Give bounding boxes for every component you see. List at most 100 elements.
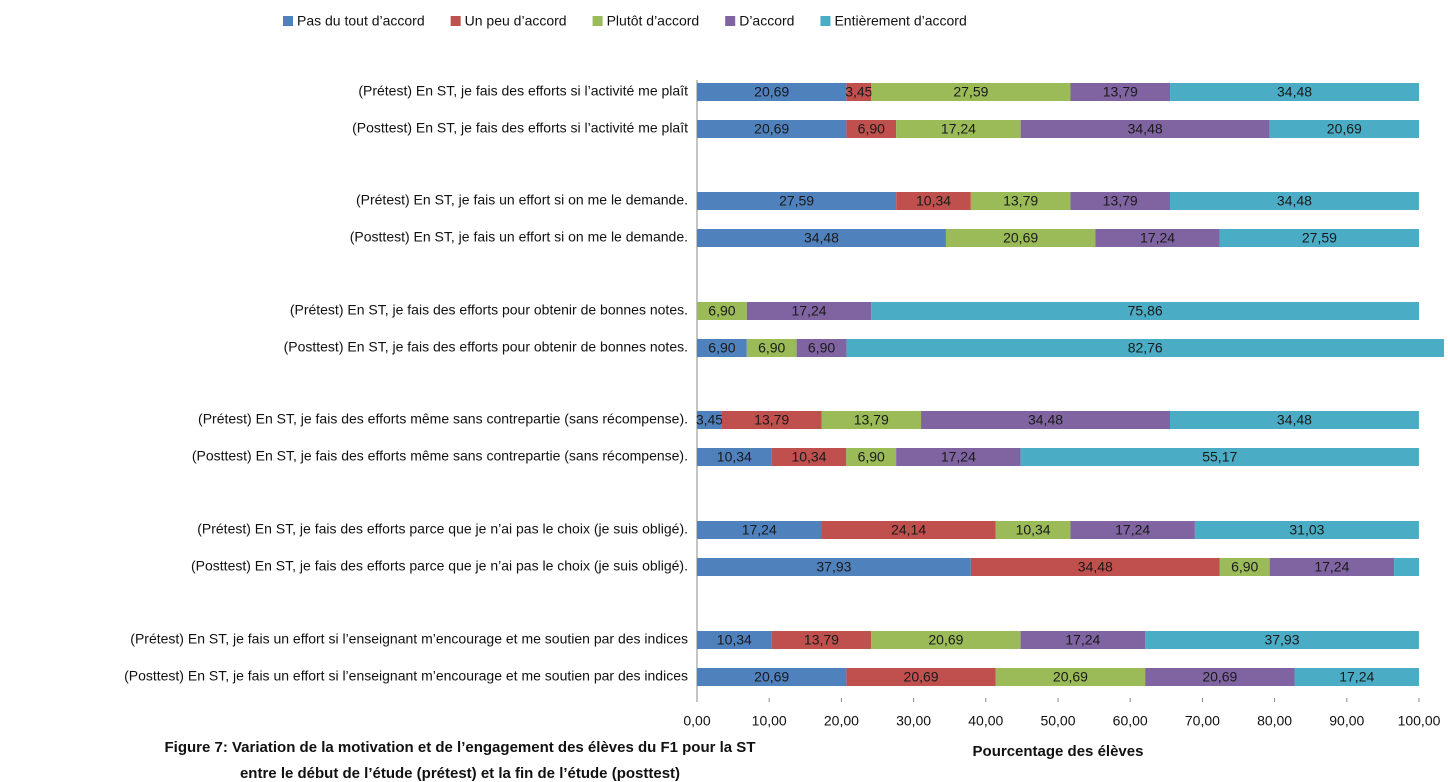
bar-segment xyxy=(1145,631,1419,649)
x-tick-label: 60,00 xyxy=(1113,713,1148,729)
bar-segment xyxy=(1070,83,1171,101)
legend-label: Plutôt d’accord xyxy=(607,13,700,29)
data-label: 3,45 xyxy=(845,84,872,100)
x-tick-label: 40,00 xyxy=(968,713,1003,729)
y-tick-label: (Posttest) En ST, je fais des efforts mê… xyxy=(192,448,688,464)
bar-segment xyxy=(697,668,847,686)
data-label: 13,79 xyxy=(1003,193,1038,209)
bar-segment xyxy=(896,448,1021,466)
bar-segment xyxy=(821,411,922,429)
y-tick-label: (Prétest) En ST, je fais un effort si on… xyxy=(356,192,688,208)
data-label: 13,79 xyxy=(854,412,889,428)
bar-segment xyxy=(1020,631,1146,649)
bar-segment xyxy=(697,302,747,320)
data-label: 17,24 xyxy=(1314,559,1349,575)
x-tick-label: 20,00 xyxy=(824,713,859,729)
data-label: 24,14 xyxy=(891,522,926,538)
x-axis-label: Pourcentage des élèves xyxy=(973,743,1144,760)
data-label: 17,24 xyxy=(1065,632,1100,648)
bar-segment xyxy=(1169,192,1419,210)
data-label: 34,48 xyxy=(804,230,839,246)
data-label: 34,48 xyxy=(1028,412,1063,428)
bar-segment xyxy=(697,229,946,247)
data-label: 6,90 xyxy=(1231,559,1258,575)
legend-swatch xyxy=(450,16,461,26)
x-tick-label: 0,00 xyxy=(683,713,710,729)
bar-segment xyxy=(697,448,772,466)
y-tick-label: (Prétest) En ST, je fais des efforts par… xyxy=(197,521,688,537)
data-label: 17,24 xyxy=(941,449,976,465)
data-label: 34,48 xyxy=(1277,193,1312,209)
data-label: 20,69 xyxy=(1202,669,1237,685)
data-label: 10,34 xyxy=(791,449,826,465)
y-tick-label: (Posttest) En ST, je fais des efforts si… xyxy=(352,120,688,136)
bar-segment xyxy=(697,120,847,138)
data-label: 6,90 xyxy=(858,449,885,465)
data-label: 20,69 xyxy=(754,84,789,100)
x-tick-label: 50,00 xyxy=(1040,713,1075,729)
x-tick-label: 10,00 xyxy=(752,713,787,729)
legend-swatch xyxy=(820,16,831,26)
bar-segment xyxy=(1070,521,1195,539)
bar-segment xyxy=(846,120,897,138)
y-tick-label: (Posttest) En ST, je fais un effort si l… xyxy=(124,668,688,684)
legend-label: Un peu d’accord xyxy=(465,13,567,29)
y-tick-label: (Prétest) En ST, je fais des efforts pou… xyxy=(290,302,688,318)
bar-segment xyxy=(1194,521,1419,539)
bar-segment xyxy=(945,229,1096,247)
data-label: 34,48 xyxy=(1078,559,1113,575)
data-label: 17,24 xyxy=(941,121,976,137)
data-label: 17,24 xyxy=(742,522,777,538)
data-label: 27,59 xyxy=(1302,230,1337,246)
data-label: 17,24 xyxy=(1140,230,1175,246)
bar-segment xyxy=(771,631,872,649)
data-label: 6,90 xyxy=(708,303,735,319)
data-label: 10,34 xyxy=(1016,522,1051,538)
bar-segment xyxy=(796,339,847,357)
data-label: 27,59 xyxy=(779,193,814,209)
data-label: 20,69 xyxy=(928,632,963,648)
data-label: 75,86 xyxy=(1128,303,1163,319)
y-tick-label: (Posttest) En ST, je fais des efforts po… xyxy=(284,339,688,355)
data-label: 34,48 xyxy=(1128,121,1163,137)
bar-segment xyxy=(746,302,872,320)
data-label: 37,93 xyxy=(816,559,851,575)
bar-segment xyxy=(746,339,797,357)
data-label: 13,79 xyxy=(804,632,839,648)
bar-segment xyxy=(697,192,897,210)
data-label: 6,90 xyxy=(708,340,735,356)
x-tick-label: 80,00 xyxy=(1257,713,1292,729)
bar-segment xyxy=(846,83,872,101)
bar-segment xyxy=(871,83,1071,101)
chart-title: entre le début de l’étude (prétest) et l… xyxy=(240,765,680,782)
data-label: 6,90 xyxy=(808,340,835,356)
data-label: 20,69 xyxy=(754,121,789,137)
bar-segment xyxy=(995,521,1071,539)
legend-label: D’accord xyxy=(739,13,794,29)
chart-title: Figure 7: Variation de la motivation et … xyxy=(165,739,756,756)
x-tick-label: 90,00 xyxy=(1329,713,1364,729)
bar-segment xyxy=(697,339,747,357)
bar-segment xyxy=(970,558,1220,576)
data-label: 13,79 xyxy=(1103,84,1138,100)
bar-segment xyxy=(1020,120,1270,138)
bar-segment xyxy=(921,411,1170,429)
bar-segment xyxy=(1170,83,1419,101)
data-label: 17,24 xyxy=(792,303,827,319)
bar-segment xyxy=(970,192,1071,210)
bar-segment xyxy=(1269,558,1395,576)
bar-segment xyxy=(871,302,1419,320)
bar-segment xyxy=(1169,411,1419,429)
x-tick-label: 100,00 xyxy=(1398,713,1441,729)
bar-segment xyxy=(721,411,822,429)
data-label: 6,90 xyxy=(758,340,785,356)
y-tick-label: (Prétest) En ST, je fais des efforts si … xyxy=(358,83,688,99)
legend-swatch xyxy=(592,16,603,26)
data-label: 10,34 xyxy=(717,449,752,465)
bar-segment xyxy=(1145,668,1295,686)
bar-segment xyxy=(896,192,971,210)
data-label: 6,90 xyxy=(858,121,885,137)
bar-segment xyxy=(1020,448,1419,466)
data-label: 20,69 xyxy=(1003,230,1038,246)
bar-segment xyxy=(697,521,822,539)
